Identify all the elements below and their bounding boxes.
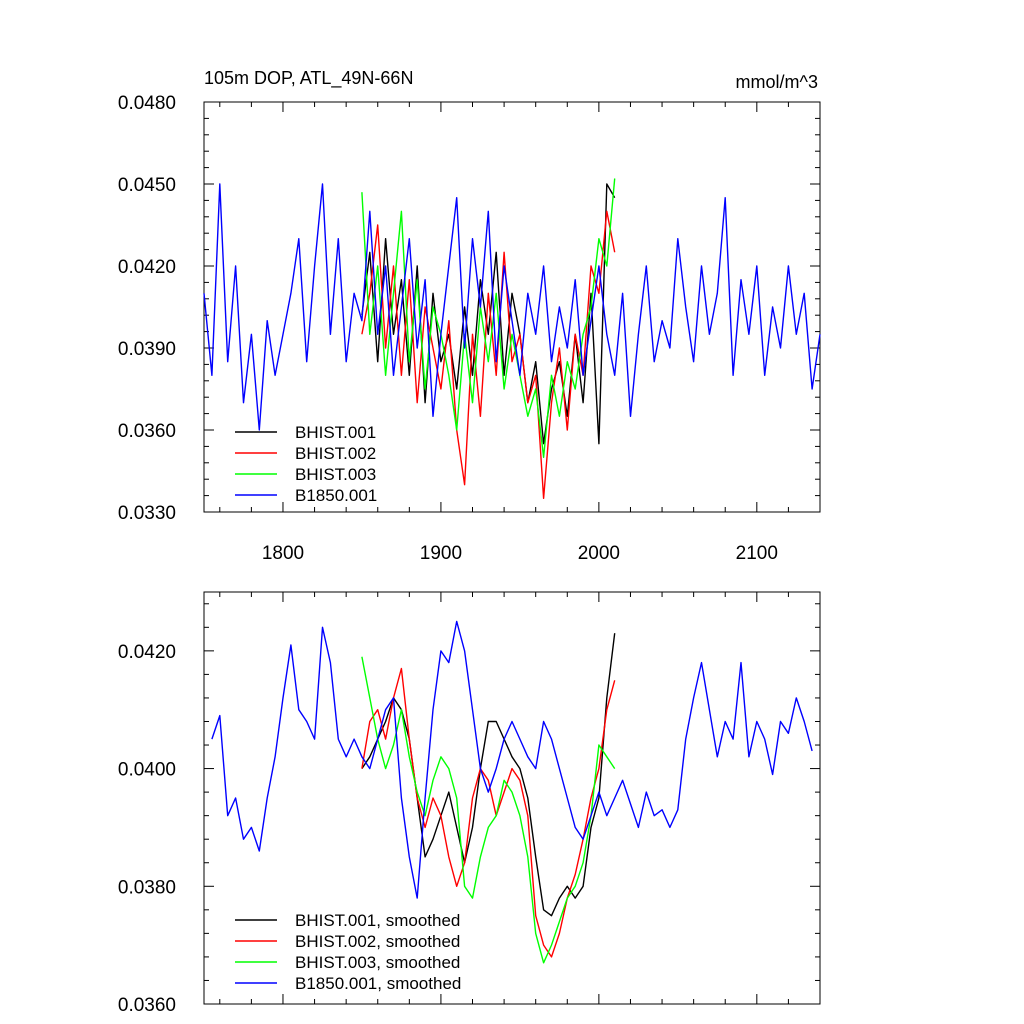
x-tick-label: 2000 (578, 543, 620, 564)
x-tick-label: 1900 (420, 543, 462, 564)
x-tick-label: 1800 (262, 543, 304, 564)
y-tick-label: 0.0420 (118, 257, 176, 278)
bottom-panel: 0.0360 0.0380 0.0400 0.0420 BHIST.001, s… (118, 591, 821, 1016)
legend-label: BHIST.002, smoothed (295, 932, 460, 951)
series-line-b1850-001 (211, 620, 813, 899)
y-tick-label: 0.0400 (118, 760, 176, 781)
plot-frame (203, 591, 821, 1005)
legend-label: BHIST.001, smoothed (295, 911, 460, 930)
legend-top: BHIST.001 BHIST.002 BHIST.003 B1850.001 (235, 423, 377, 505)
y-tick-label: 0.0360 (118, 995, 176, 1016)
series-line-bhist-002 (361, 667, 616, 958)
series-line-bhist-001 (361, 633, 616, 917)
legend-label: BHIST.003 (295, 465, 376, 484)
series-line-bhist-003 (361, 178, 616, 458)
series-line-bhist-003 (361, 656, 616, 964)
legend-bottom: BHIST.001, smoothed BHIST.002, smoothed … (235, 911, 461, 993)
series-line-bhist-002 (361, 210, 616, 499)
y-tick-label: 0.0330 (118, 503, 176, 524)
units-label: mmol/m^3 (736, 72, 818, 92)
y-tick-label: 0.0360 (118, 421, 176, 442)
y-tick-labels-bottom: 0.0360 0.0380 0.0400 0.0420 (118, 642, 176, 1016)
legend-label: BHIST.001 (295, 423, 376, 442)
y-tick-label: 0.0380 (118, 877, 176, 898)
x-tick-label: 2100 (736, 543, 778, 564)
series-line-b1850-001 (203, 183, 821, 431)
legend-label: B1850.001 (295, 486, 377, 505)
y-tick-label: 0.0480 (118, 93, 176, 114)
legend-label: BHIST.003, smoothed (295, 953, 460, 972)
y-tick-label: 0.0420 (118, 642, 176, 663)
y-tick-label: 0.0450 (118, 175, 176, 196)
y-tick-labels-top: 0.0330 0.0360 0.0390 0.0420 0.0450 0.048… (118, 93, 176, 524)
x-tick-labels-top: 1800 1900 2000 2100 (262, 543, 778, 564)
top-panel: 105m DOP, ATL_49N-66N mmol/m^3 0.0330 0.… (118, 68, 821, 564)
legend-label: BHIST.002 (295, 444, 376, 463)
y-tick-label: 0.0390 (118, 339, 176, 360)
legend-label: B1850.001, smoothed (295, 974, 461, 993)
chart-title: 105m DOP, ATL_49N-66N (204, 68, 413, 89)
plot-frame (203, 101, 821, 513)
